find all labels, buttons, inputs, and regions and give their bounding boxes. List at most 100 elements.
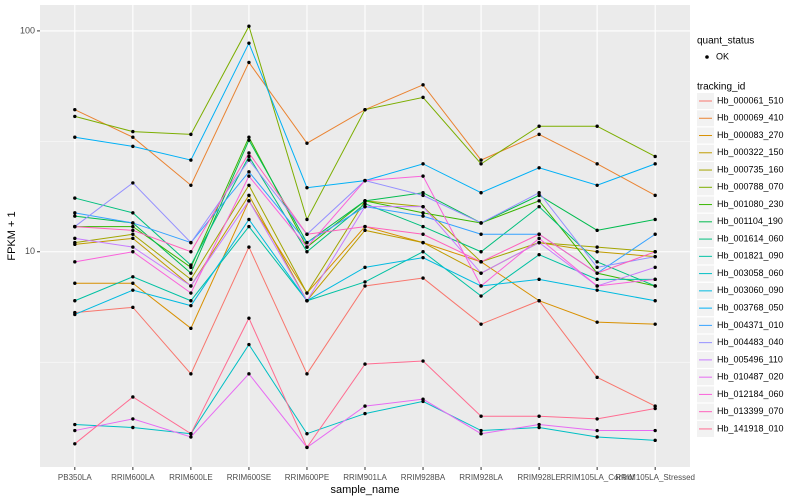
point (421, 397, 425, 401)
point (653, 254, 657, 259)
point (653, 250, 657, 254)
point (421, 95, 425, 100)
point (131, 144, 135, 149)
point (363, 280, 367, 284)
point (479, 271, 483, 275)
legend-label: Hb_001080_230 (717, 199, 784, 209)
point (363, 224, 367, 229)
point (595, 245, 599, 249)
point (595, 271, 599, 275)
legend-label: Hb_012184_060 (717, 389, 784, 399)
point (537, 236, 541, 241)
point (653, 322, 657, 326)
legend-title: tracking_id (697, 82, 745, 93)
point (537, 422, 541, 427)
point (363, 284, 367, 288)
point (305, 185, 309, 190)
point (73, 107, 77, 112)
point (363, 411, 367, 416)
point (479, 284, 483, 288)
point (305, 245, 309, 249)
point (363, 404, 367, 408)
point (421, 214, 425, 218)
legend-label: Hb_005496_110 (717, 354, 783, 364)
x-tick-label: RRIM600LA (111, 473, 155, 482)
point (653, 265, 657, 270)
point (247, 342, 251, 347)
x-tick-label: PB350LA (58, 473, 92, 482)
point (73, 422, 77, 427)
legend-point (705, 55, 709, 59)
point (189, 435, 193, 439)
point (479, 294, 483, 298)
point (479, 431, 483, 436)
x-tick-label: RRIM105LA_Stressed (615, 473, 695, 482)
point (305, 240, 309, 245)
point (537, 425, 541, 430)
point (73, 211, 77, 215)
point (247, 199, 251, 203)
point (189, 263, 193, 267)
point (305, 141, 309, 145)
point (247, 217, 251, 222)
point (247, 170, 251, 174)
point (305, 445, 309, 450)
x-tick-label: RRIM928BA (401, 473, 446, 482)
point (73, 260, 77, 264)
point (421, 232, 425, 236)
point (421, 83, 425, 87)
point (653, 284, 657, 288)
point (363, 265, 367, 270)
point (189, 158, 193, 162)
point (595, 320, 599, 324)
point (421, 174, 425, 178)
point (247, 193, 251, 198)
point (189, 183, 193, 187)
point (131, 211, 135, 215)
point (131, 417, 135, 421)
point (247, 372, 251, 376)
legend-label: Hb_000735_160 (717, 164, 784, 174)
point (131, 305, 135, 310)
x-tick-label: RRIM928LE (517, 473, 561, 482)
legend-label: Hb_003060_090 (717, 285, 784, 295)
legend-label: Hb_003058_060 (717, 268, 784, 278)
point (421, 193, 425, 198)
legend-label: Hb_010487_020 (717, 372, 784, 382)
legend-title: quant_status (697, 36, 754, 47)
point (73, 196, 77, 200)
point (247, 135, 251, 139)
legend-label: Hb_001821_090 (717, 251, 784, 261)
y-tick-label: 100 (20, 25, 35, 35)
point (131, 425, 135, 430)
point (479, 322, 483, 326)
point (247, 174, 251, 178)
point (131, 228, 135, 233)
point (537, 232, 541, 236)
point (479, 221, 483, 225)
point (595, 183, 599, 187)
point (305, 372, 309, 376)
y-axis-title: FPKM + 1 (6, 211, 18, 260)
point (653, 232, 657, 236)
point (73, 281, 77, 285)
point (247, 60, 251, 65)
point (653, 428, 657, 433)
point (189, 299, 193, 303)
point (131, 281, 135, 285)
point (595, 375, 599, 380)
point (73, 224, 77, 229)
point (479, 414, 483, 418)
point (363, 228, 367, 233)
point (247, 41, 251, 45)
point (653, 438, 657, 443)
point (247, 316, 251, 320)
point (131, 288, 135, 292)
point (537, 124, 541, 128)
point (421, 276, 425, 280)
point (73, 214, 77, 218)
point (595, 260, 599, 264)
point (189, 431, 193, 436)
point (595, 288, 599, 292)
point (247, 24, 251, 28)
